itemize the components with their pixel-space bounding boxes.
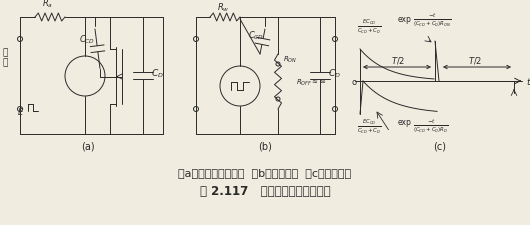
Text: exp: exp	[398, 15, 412, 24]
Text: $R_{ON}$: $R_{ON}$	[283, 55, 297, 65]
Text: $\frac{-t}{(C_{CD}+C_D)R_{ON}}$: $\frac{-t}{(C_{CD}+C_D)R_{ON}}$	[413, 12, 452, 29]
Text: $\frac{EC_{CD}}{C_{CD}+C_D}$: $\frac{EC_{CD}}{C_{CD}+C_D}$	[357, 18, 382, 36]
Text: (a): (a)	[81, 141, 95, 151]
Text: $R_a$: $R_a$	[42, 0, 54, 10]
Text: $E$: $E$	[17, 106, 24, 117]
Text: $R_w$: $R_w$	[217, 1, 229, 13]
Text: $C_D$: $C_D$	[328, 68, 340, 80]
Text: $\frac{-t}{(C_{CD}+C_D)R_D}$: $\frac{-t}{(C_{CD}+C_D)R_D}$	[413, 117, 448, 135]
Text: 输: 输	[2, 48, 8, 57]
Text: $T/2$: $T/2$	[392, 54, 405, 65]
Text: $C_{CD}$: $C_{CD}$	[79, 33, 95, 45]
Text: $C_D$: $C_D$	[151, 68, 163, 80]
Text: exp: exp	[398, 117, 412, 126]
Text: 图 2.117   并联斩波器电路的尖峰: 图 2.117 并联斩波器电路的尖峰	[200, 184, 330, 197]
Text: o: o	[352, 78, 357, 87]
Text: $\frac{EC_{CD}}{C_{CD}+C_D}$: $\frac{EC_{CD}}{C_{CD}+C_D}$	[357, 117, 382, 136]
Text: （a）并联斩波器电路  （b）等效电路  （c）尖峰波形: （a）并联斩波器电路 （b）等效电路 （c）尖峰波形	[179, 167, 351, 177]
Text: 入: 入	[2, 58, 8, 67]
Text: (c): (c)	[434, 141, 446, 151]
Text: t: t	[526, 78, 529, 87]
Text: (b): (b)	[258, 141, 272, 151]
Text: $C_{CD}$: $C_{CD}$	[248, 29, 264, 41]
Text: $T/2$: $T/2$	[469, 54, 483, 65]
Text: $R_{OFF}\approx\infty$: $R_{OFF}\approx\infty$	[296, 78, 326, 88]
